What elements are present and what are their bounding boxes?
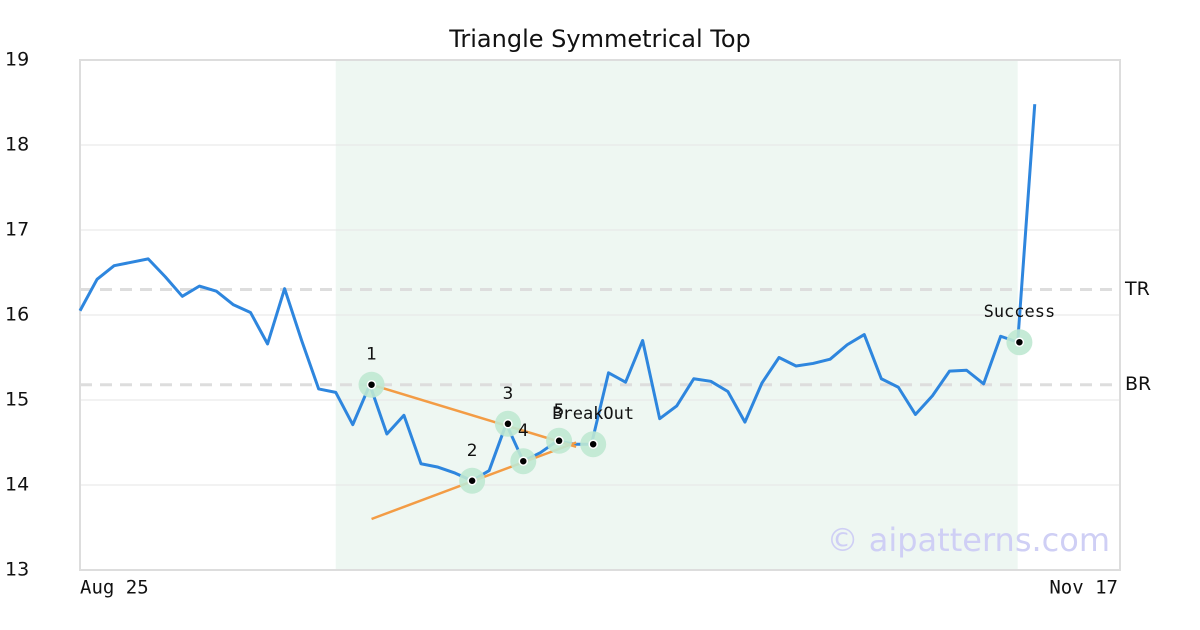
point-label: 2 xyxy=(467,441,478,461)
trend-line xyxy=(371,383,577,448)
watermark: © aipatterns.com xyxy=(827,521,1110,559)
plot-border xyxy=(79,59,1121,571)
level-label: TR xyxy=(1124,278,1150,300)
point-marker xyxy=(518,456,529,466)
y-tick-label: 17 xyxy=(5,219,29,241)
y-tick-label: 16 xyxy=(5,304,29,326)
point-marker xyxy=(554,436,564,446)
point-marker xyxy=(467,476,477,486)
point-marker xyxy=(1014,337,1025,347)
point-marker xyxy=(503,419,513,429)
y-tick-label: 13 xyxy=(5,559,29,581)
y-tick-label: 15 xyxy=(5,389,29,411)
x-tick-label: Aug 25 xyxy=(80,577,149,599)
point-label: 4 xyxy=(518,421,529,441)
point-label: 1 xyxy=(366,345,377,365)
point-label: 5 xyxy=(554,401,565,421)
y-tick-label: 18 xyxy=(5,134,29,156)
point-label: BreakOut xyxy=(552,404,634,424)
point-label: Success xyxy=(984,302,1056,322)
chart-title: Triangle Symmetrical Top xyxy=(448,25,751,53)
y-tick-label: 14 xyxy=(5,474,29,496)
point-marker xyxy=(366,379,377,390)
y-tick-label: 19 xyxy=(5,49,29,71)
level-label: BR xyxy=(1125,373,1151,395)
x-tick-label: Nov 17 xyxy=(1049,577,1118,599)
point-label: 3 xyxy=(503,384,514,404)
point-marker xyxy=(588,439,598,449)
